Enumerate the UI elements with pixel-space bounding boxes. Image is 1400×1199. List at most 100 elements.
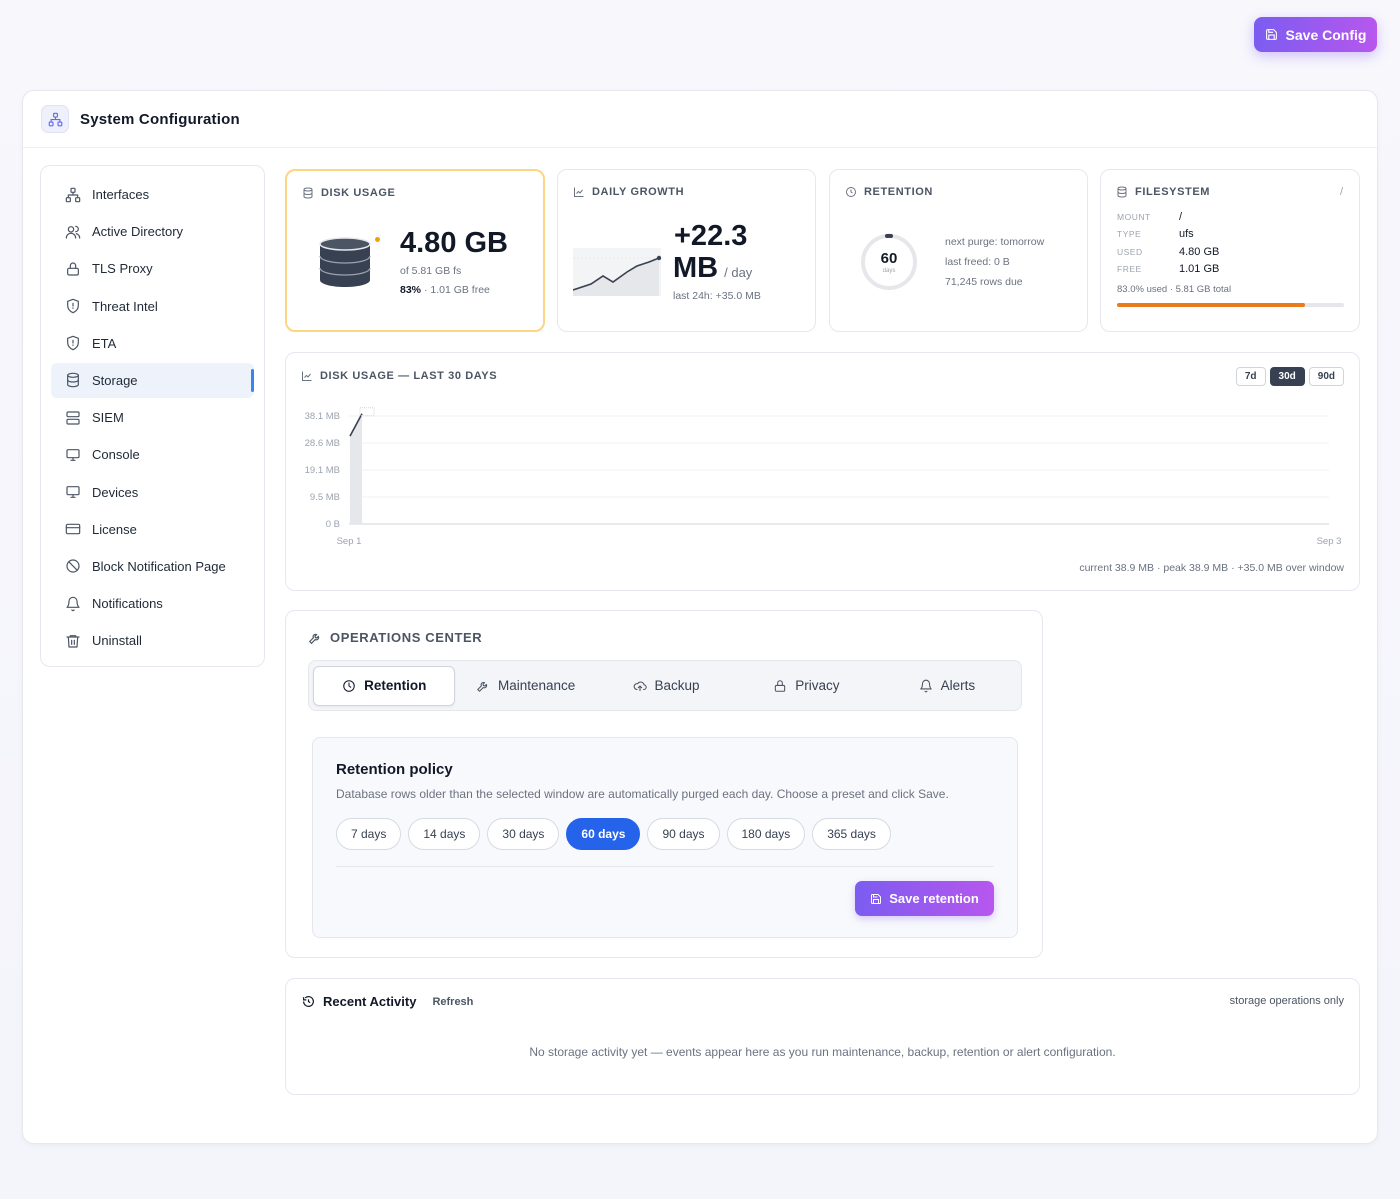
lock-icon	[775, 679, 786, 692]
sidebar-item-eta[interactable]: ETA	[51, 326, 254, 361]
cloud-upload-icon	[633, 681, 647, 691]
operations-title: OPERATIONS CENTER	[330, 630, 483, 645]
disk-chart-footer: current 38.9 MB · peak 38.9 MB · +35.0 M…	[1079, 562, 1344, 574]
tab-retention[interactable]: Retention	[313, 665, 456, 706]
tab-label: Privacy	[795, 678, 840, 693]
range-30d-button[interactable]: 30d	[1269, 367, 1305, 386]
tab-alerts[interactable]: Alerts	[877, 666, 1017, 706]
filesystem-row-used: USED 4.80 GB	[1117, 243, 1219, 261]
status-dot	[375, 237, 380, 242]
ban-icon	[66, 559, 80, 573]
sidebar-item-devices[interactable]: Devices	[51, 475, 254, 510]
database-icon	[303, 187, 313, 199]
save-retention-label: Save retention	[889, 891, 979, 906]
refresh-button[interactable]: Refresh	[432, 995, 474, 1008]
operations-center-card: OPERATIONS CENTER Retention Maintenance Ba…	[285, 610, 1043, 958]
monitor-icon	[66, 448, 80, 461]
clock-icon	[343, 679, 355, 692]
daily-growth-card: DAILY GROWTH +22.3 MB / day last 24h: +3…	[557, 169, 816, 332]
tab-privacy[interactable]: Privacy	[736, 666, 876, 706]
filesystem-value: 1.01 GB	[1179, 263, 1220, 276]
filesystem-path: /	[1339, 186, 1343, 198]
daily-growth-last24: last 24h: +35.0 MB	[673, 290, 761, 302]
sidebar-item-threat-intel[interactable]: Threat Intel	[51, 289, 254, 324]
network-icon	[65, 187, 81, 202]
disk-chart-title: DISK USAGE — LAST 30 DAYS	[320, 370, 498, 382]
filesystem-key: MOUNT	[1117, 211, 1151, 222]
tab-label: Retention	[364, 678, 427, 693]
retention-policy-panel: Retention policy Database rows older tha…	[312, 737, 1018, 938]
disk-usage-value: 4.80 GB	[400, 227, 508, 259]
sidebar: Interfaces Active Directory TLS Proxy Threa…	[40, 165, 265, 667]
disk-usage-title: DISK USAGE	[321, 187, 396, 199]
daily-growth-unit-mb: MB	[673, 252, 719, 284]
daily-growth-per-day: / day	[724, 265, 753, 280]
preset-7-days-button[interactable]: 7 days	[336, 818, 402, 850]
y-tick-label: 28.6 MB	[305, 438, 340, 449]
sidebar-item-notifications[interactable]: Notifications	[51, 586, 254, 621]
sidebar-item-label: Active Directory	[92, 224, 184, 240]
sidebar-item-label: Uninstall	[92, 633, 142, 649]
x-tick-label: Sep 3	[1317, 536, 1342, 547]
filesystem-row-mount: MOUNT /	[1117, 208, 1219, 226]
area-fill	[350, 413, 362, 524]
series-line	[349, 413, 363, 437]
operations-tabs: Retention Maintenance Backup Privacy Alerts	[308, 660, 1022, 711]
y-tick-label: 0 B	[326, 519, 340, 530]
filesystem-key: USED	[1117, 246, 1143, 257]
sidebar-item-label: Interfaces	[92, 187, 150, 202]
tab-maintenance[interactable]: Maintenance	[455, 666, 595, 706]
preset-180-days-button[interactable]: 180 days	[726, 818, 806, 850]
x-tick-label: Sep 1	[337, 536, 362, 547]
sidebar-item-label: Notifications	[92, 596, 163, 612]
save-icon	[871, 893, 882, 904]
range-7d-button[interactable]: 7d	[1235, 367, 1266, 386]
sidebar-item-console[interactable]: Console	[51, 437, 254, 472]
sidebar-item-storage[interactable]: Storage	[51, 362, 254, 398]
sidebar-item-active-directory[interactable]: Active Directory	[51, 214, 254, 249]
preset-14-days-button[interactable]: 14 days	[408, 818, 481, 850]
sidebar-item-interfaces[interactable]: Interfaces	[51, 177, 254, 212]
database-illustration-icon	[317, 236, 373, 288]
y-tick-label: 19.1 MB	[305, 465, 340, 476]
preset-60-days-button[interactable]: 60 days	[566, 818, 641, 850]
save-retention-button[interactable]: Save retention	[855, 881, 994, 916]
y-tick-label: 9.5 MB	[310, 492, 340, 503]
range-selector: 7d 30d 90d	[1235, 367, 1344, 386]
bell-icon	[919, 679, 932, 692]
retention-title: RETENTION	[864, 186, 933, 198]
preset-365-days-button[interactable]: 365 days	[812, 818, 891, 850]
filesystem-value: /	[1179, 210, 1183, 223]
save-config-button[interactable]: Save Config	[1254, 17, 1377, 52]
database-icon	[1117, 186, 1127, 198]
filesystem-row-type: TYPE ufs	[1117, 226, 1219, 244]
disk-usage-free: · 1.01 GB free	[423, 284, 490, 296]
range-90d-button[interactable]: 90d	[1308, 367, 1344, 386]
sidebar-item-uninstall[interactable]: Uninstall	[51, 623, 254, 658]
sidebar-item-label: TLS Proxy	[92, 261, 153, 277]
monitor-icon	[66, 486, 80, 498]
page-title: System Configuration	[80, 110, 240, 128]
sidebar-item-label: Threat Intel	[92, 298, 158, 314]
preset-30-days-button[interactable]: 30 days	[487, 818, 560, 850]
disk-usage-chart: 38.1 MB 28.6 MB 19.1 MB 9.5 MB 0 B Sep 1 Sep 3	[305, 407, 1342, 547]
sidebar-item-siem[interactable]: SIEM	[51, 400, 254, 435]
sidebar-item-tls-proxy[interactable]: TLS Proxy	[51, 251, 254, 286]
tab-backup[interactable]: Backup	[596, 666, 736, 706]
save-config-label: Save Config	[1285, 26, 1367, 43]
lock-icon	[67, 262, 79, 276]
sidebar-item-block-notification-page[interactable]: Block Notification Page	[51, 549, 254, 584]
filesystem-card: FILESYSTEM / MOUNT / TYPE ufs USED 4.80 GB FRE…	[1100, 169, 1360, 332]
disk-usage-chart-card: DISK USAGE — LAST 30 DAYS 7d 30d 90d 38.1 …	[285, 352, 1360, 591]
sidebar-item-label: Storage	[92, 372, 138, 388]
filesystem-title: FILESYSTEM	[1135, 186, 1211, 198]
activity-filter-label: storage operations only	[1229, 995, 1344, 1007]
bell-icon	[66, 596, 80, 611]
daily-growth-value: +22.3	[674, 220, 748, 252]
recent-activity-card: Recent Activity Refresh storage operatio…	[285, 978, 1360, 1095]
retention-days-value: 60	[880, 250, 898, 267]
sidebar-item-license[interactable]: License	[51, 512, 254, 547]
panel-header: System Configuration	[23, 91, 1377, 148]
preset-90-days-button[interactable]: 90 days	[647, 818, 720, 850]
sidebar-item-label: ETA	[92, 335, 117, 351]
